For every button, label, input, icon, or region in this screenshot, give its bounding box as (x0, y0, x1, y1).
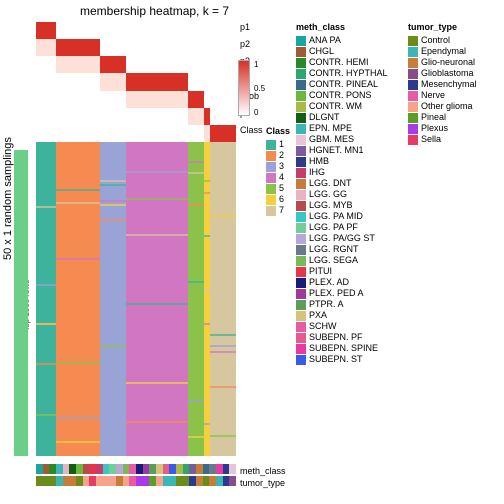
tumor-type-strip (36, 476, 236, 486)
legend-item: LGG. DNT (296, 178, 388, 189)
legend-item: LGG. SEGA (296, 255, 388, 266)
legend-item: 7 (266, 205, 290, 216)
legend-item: Nerve (408, 90, 477, 101)
legend-item: HGNET. MN1 (296, 145, 388, 156)
legend-item: Plexus (408, 123, 477, 134)
legend-item: 2 (266, 150, 290, 161)
legend-item: Mesenchymal (408, 79, 477, 90)
legend-item: IHG (296, 167, 388, 178)
legend-item: ANA PA (296, 35, 388, 46)
legend-item: 6 (266, 194, 290, 205)
meth-strip-label: meth_class (240, 466, 286, 476)
legend-item: LGG. RGNT (296, 244, 388, 255)
row-label: Class (240, 125, 263, 135)
legend-item: DLGNT (296, 112, 388, 123)
legend-item: CONTR. HYPTHAL (296, 68, 388, 79)
legend-item: CONTR. WM (296, 101, 388, 112)
legend-item: PLEX. AD (296, 277, 388, 288)
legend-item: PLEX. PED A (296, 288, 388, 299)
legend-item: 5 (266, 183, 290, 194)
tumor-strip-label: tumor_type (240, 478, 285, 488)
legend-item: CONTR. PONS (296, 90, 388, 101)
legend-item: LGG. PA MID (296, 211, 388, 222)
legend-item: SCHW (296, 321, 388, 332)
class-legend: Class1234567 (266, 126, 290, 216)
legend-item: PXA (296, 310, 388, 321)
legend-item: LGG. GG (296, 189, 388, 200)
legend-item: Ependymal (408, 46, 477, 57)
tumor-legend: tumor_typeControlEpendymalGlio-neuronalG… (408, 22, 477, 145)
legend-item: 4 (266, 172, 290, 183)
legend-item: SUBEPN. ST (296, 354, 388, 365)
legend-item: Sella (408, 134, 477, 145)
legend-item: CONTR. PINEAL (296, 79, 388, 90)
heatmap (36, 22, 236, 456)
chart-title: membership heatmap, k = 7 (80, 4, 229, 18)
legend-item: SUBEPN. SPINE (296, 343, 388, 354)
legend-item: LGG. MYB (296, 200, 388, 211)
legend-item: GBM. MES (296, 134, 388, 145)
legend-item: LGG. PA PF (296, 222, 388, 233)
meth-legend: meth_classANA PACHGLCONTR. HEMICONTR. HY… (296, 22, 388, 365)
legend-item: PITUI (296, 266, 388, 277)
row-label: p2 (240, 39, 250, 49)
left-annotation-strip (14, 150, 28, 456)
legend-item: SUBEPN. PF (296, 332, 388, 343)
legend-item: Pineal (408, 112, 477, 123)
legend-item: Glio-neuronal (408, 57, 477, 68)
prob-legend: 10.50 (238, 60, 288, 116)
legend-item: Control (408, 35, 477, 46)
legend-item: EPN. MPE (296, 123, 388, 134)
legend-item: CHGL (296, 46, 388, 57)
row-label: p1 (240, 22, 250, 32)
meth-class-strip (36, 464, 236, 474)
legend-item: HMB (296, 156, 388, 167)
legend-item: 3 (266, 161, 290, 172)
legend-item: Other glioma (408, 101, 477, 112)
legend-item: 1 (266, 139, 290, 150)
legend-item: PTPR. A (296, 299, 388, 310)
legend-item: CONTR. HEMI (296, 57, 388, 68)
legend-item: Glioblastoma (408, 68, 477, 79)
legend-item: LGG. PA/GG ST (296, 233, 388, 244)
y-axis-label: 50 x 1 random samplings (2, 137, 14, 260)
